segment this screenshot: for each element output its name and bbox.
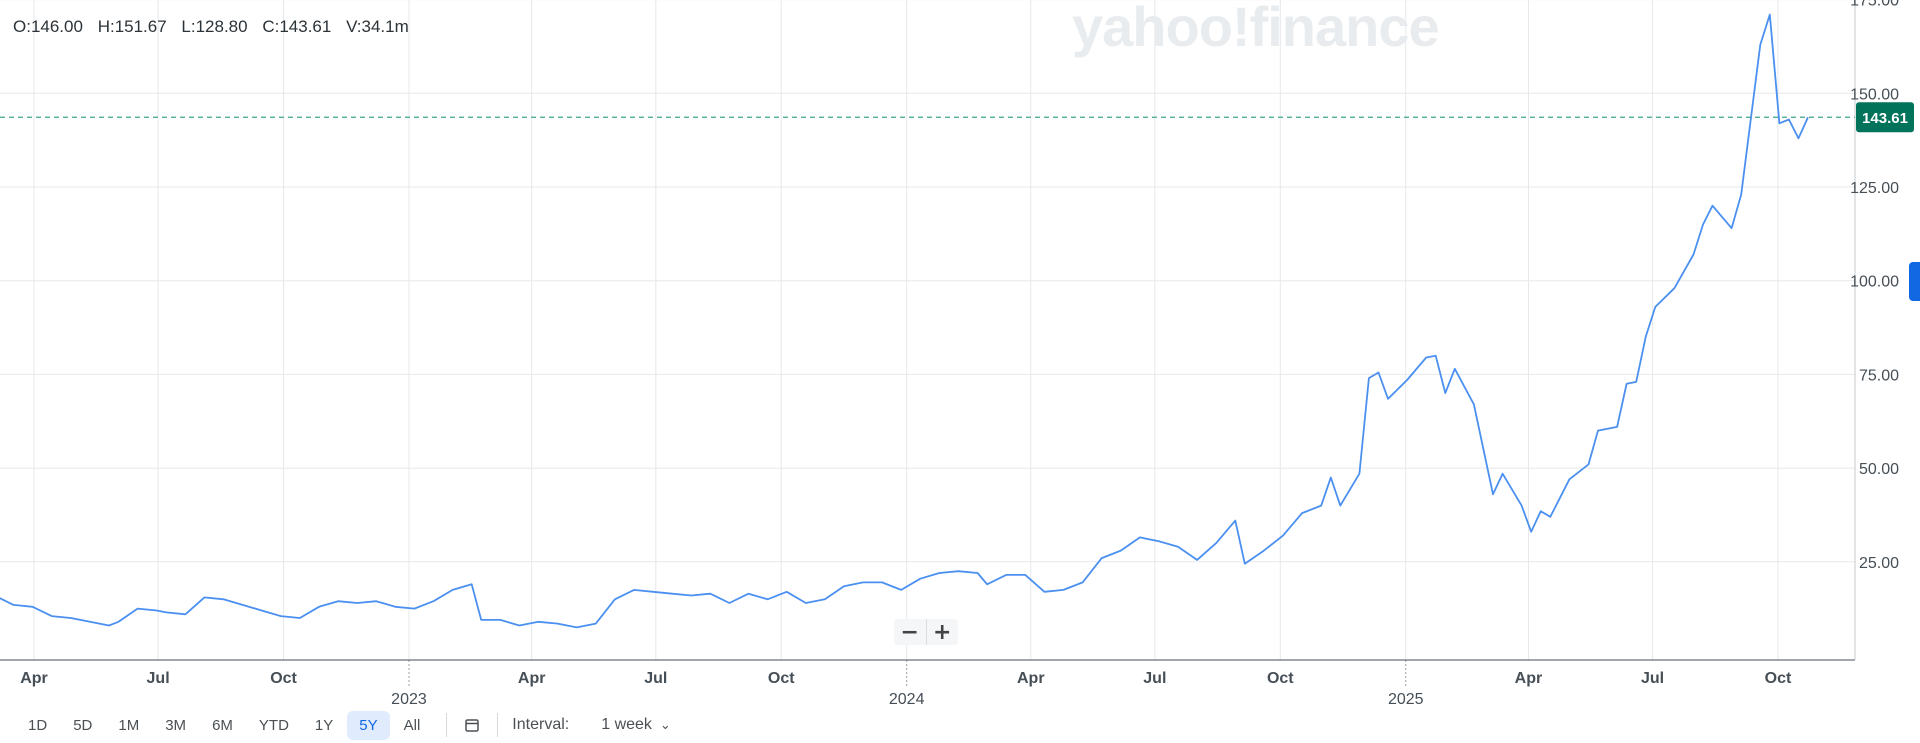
x-tick-label: Oct — [270, 670, 297, 687]
y-tick-label: 100.00 — [1850, 274, 1899, 291]
y-tick-label: 125.00 — [1850, 180, 1899, 197]
y-tick-label: 150.00 — [1850, 86, 1899, 103]
x-tick-label: Jul — [147, 670, 170, 687]
high-value: H:151.67 — [97, 17, 167, 36]
x-tick-label: Jul — [1143, 670, 1166, 687]
x-tick-label: Oct — [1267, 670, 1294, 687]
x-year-label: 2025 — [1388, 691, 1424, 708]
interval-dropdown[interactable]: 1 week ⌄ — [601, 716, 671, 734]
zoom-control: − + — [894, 619, 958, 645]
x-tick-label: Oct — [768, 670, 795, 687]
right-panel-toggle[interactable] — [1909, 262, 1920, 301]
range-3m-button[interactable]: 3M — [165, 716, 187, 734]
range-1y-button[interactable]: 1Y — [314, 716, 334, 734]
range-6m-button[interactable]: 6M — [212, 716, 233, 734]
ohlc-readout: O:146.00 H:151.67 L:128.80 C:143.61 V:34… — [13, 17, 419, 37]
y-tick-label: 50.00 — [1859, 461, 1899, 478]
last-price-label: 143.61 — [1862, 110, 1908, 127]
x-tick-label: Jul — [1641, 670, 1664, 687]
range-5y-button[interactable]: 5Y — [347, 710, 390, 740]
chart-toolbar: 1D 5D 1M 3M 6M YTD 1Y 5Y All Interval: 1… — [0, 708, 1920, 742]
volume-value: V:34.1m — [346, 17, 409, 36]
x-tick-label: Apr — [518, 670, 546, 687]
close-value: C:143.61 — [262, 17, 332, 36]
open-value: O:146.00 — [13, 17, 83, 36]
chevron-down-icon: ⌄ — [659, 717, 671, 732]
price-series — [0, 13, 1855, 629]
last-price-badge — [1856, 102, 1914, 133]
interval-label: Interval: — [512, 716, 570, 733]
range-all-button[interactable]: All — [403, 716, 421, 734]
axes — [0, 0, 1856, 686]
low-value: L:128.80 — [181, 17, 248, 36]
range-1m-button[interactable]: 1M — [118, 716, 140, 734]
y-tick-label: 75.00 — [1859, 367, 1899, 384]
y-tick-label: 175.00 — [1850, 0, 1899, 10]
x-year-label: 2023 — [391, 691, 427, 708]
zoom-in-button[interactable]: + — [926, 619, 958, 645]
interval-value: 1 week — [601, 716, 652, 733]
x-year-label: 2024 — [889, 691, 925, 708]
x-tick-label: Apr — [1017, 670, 1045, 687]
y-tick-label: 25.00 — [1859, 555, 1899, 572]
calendar-icon[interactable] — [461, 714, 483, 736]
gridlines — [0, 0, 1855, 660]
yahoo-finance-watermark: yahoo!finance — [1072, 0, 1440, 58]
toolbar-divider — [497, 713, 499, 737]
x-tick-label: Apr — [1515, 670, 1543, 687]
toolbar-divider — [446, 713, 448, 737]
x-tick-label: Apr — [20, 670, 48, 687]
range-5d-button[interactable]: 5D — [73, 716, 93, 734]
range-selector: 1D 5D 1M 3M 6M YTD 1Y 5Y All — [0, 710, 432, 740]
x-tick-label: Oct — [1765, 670, 1792, 687]
axis-labels: 25.00 50.00 75.00 100.00 125.00 150.00 175.00 A… — [20, 0, 1914, 708]
price-line — [0, 13, 1809, 629]
x-tick-label: Jul — [644, 670, 667, 687]
zoom-out-button[interactable]: − — [894, 619, 927, 645]
range-ytd-button[interactable]: YTD — [258, 716, 289, 734]
range-1d-button[interactable]: 1D — [28, 716, 48, 734]
